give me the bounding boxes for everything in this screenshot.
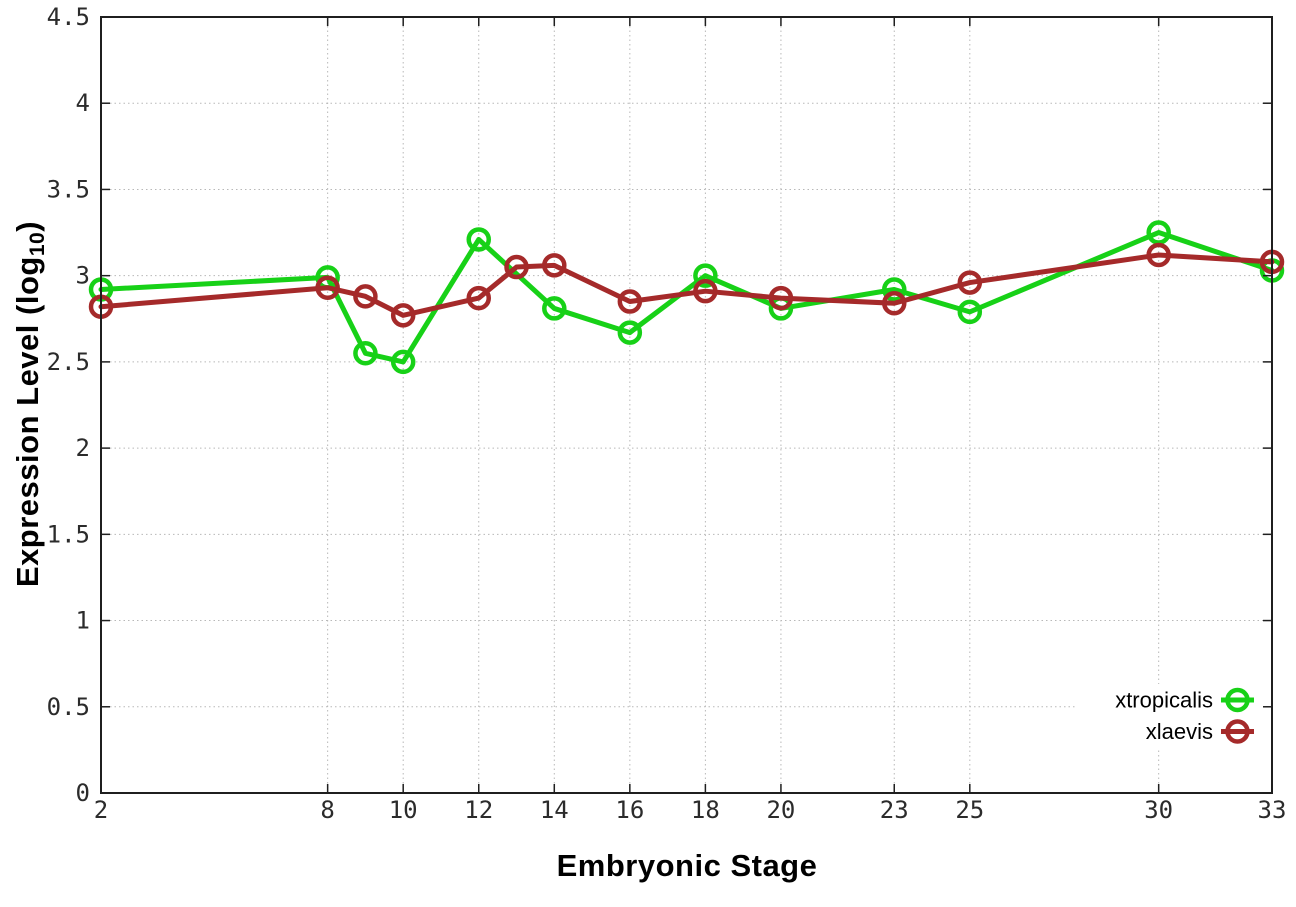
legend-sample-marker	[1225, 687, 1250, 713]
data-point-marker-xtropicalis	[542, 296, 567, 321]
x-tick-label: 25	[955, 796, 984, 824]
y-tick-label: 4.5	[47, 3, 90, 31]
x-tick-label: 30	[1144, 796, 1173, 824]
x-tick-label: 16	[615, 796, 644, 824]
data-point-marker-xtropicalis	[353, 341, 378, 366]
data-point-marker-xlaevis	[504, 254, 529, 280]
data-point-marker-xtropicalis	[390, 349, 416, 375]
x-tick-label: 10	[389, 796, 418, 824]
legend-background	[1075, 684, 1266, 748]
y-tick-label: 3	[76, 262, 90, 290]
y-axis-title-suffix: )	[10, 220, 46, 232]
data-point-marker-xlaevis	[315, 275, 340, 300]
y-axis-title-subscript: 10	[25, 231, 49, 257]
tick-marks	[100, 16, 1273, 794]
x-tick-label: 14	[540, 796, 569, 824]
y-tick-label: 2	[76, 434, 90, 462]
legend: xtropicalis xlaevis	[1075, 684, 1266, 748]
y-tick-label: 4	[76, 89, 90, 117]
y-tick-label: 3.5	[47, 175, 90, 203]
x-axis-title: Embryonic Stage	[556, 848, 818, 883]
x-tick-label: 2	[94, 796, 108, 824]
x-tick-label: 33	[1258, 796, 1287, 824]
x-tick-label: 12	[464, 796, 493, 824]
series-xlaevis	[88, 242, 1285, 328]
series-line-xlaevis	[98, 252, 1275, 318]
legend-label-xtropicalis: xtropicalis	[1115, 688, 1213, 713]
data-point-marker-xtropicalis	[957, 299, 983, 325]
tick-labels: 2 8 10 12 14 16 18 20 23 25 30 33 0 0.5 1 1.5 2 2.5 3 3.5 4 4…	[47, 3, 1287, 824]
legend-label-xlaevis: xlaevis	[1146, 719, 1213, 744]
y-tick-label: 1.5	[47, 520, 90, 548]
gridlines	[101, 17, 1272, 793]
x-tick-label: 18	[691, 796, 720, 824]
data-point-marker-xtropicalis	[1146, 220, 1171, 245]
legend-entry-xtropicalis: xtropicalis	[1115, 688, 1254, 713]
y-axis-title-text: Expression Level (log	[10, 256, 46, 588]
y-tick-label: 1	[76, 607, 90, 635]
data-point-marker-xlaevis	[693, 278, 718, 304]
x-tick-label: 8	[320, 796, 334, 824]
y-tick-label: 2.5	[47, 348, 90, 376]
legend-entry-xlaevis: xlaevis	[1146, 719, 1254, 744]
data-point-marker-xlaevis	[466, 285, 491, 311]
x-tick-label: 23	[880, 796, 909, 824]
data-point-marker-xlaevis	[542, 253, 567, 278]
legend-sample-marker	[1225, 719, 1250, 744]
data-point-marker-xlaevis	[353, 284, 378, 309]
data-point-marker-xtropicalis	[617, 320, 643, 345]
series-line-xtropicalis	[98, 230, 1275, 365]
data-point-marker-xlaevis	[1146, 242, 1171, 268]
data-point-marker-xtropicalis	[466, 227, 491, 252]
data-point-marker-xlaevis	[617, 289, 643, 314]
axes	[100, 16, 1273, 794]
data-point-marker-xtropicalis	[693, 263, 718, 288]
data-point-marker-xlaevis	[882, 291, 907, 316]
x-tick-label: 20	[766, 796, 795, 824]
data-point-marker-xlaevis	[390, 303, 416, 328]
y-tick-label: 0.5	[47, 693, 90, 721]
series-xtropicalis	[88, 220, 1285, 375]
data-point-marker-xlaevis	[957, 270, 983, 295]
y-tick-label: 0	[76, 779, 90, 807]
y-axis-title: Expression Level (log10)	[10, 221, 50, 587]
data-point-marker-xlaevis	[768, 285, 794, 311]
plot-border	[100, 16, 1273, 794]
data-point-marker-xtropicalis	[882, 277, 907, 302]
